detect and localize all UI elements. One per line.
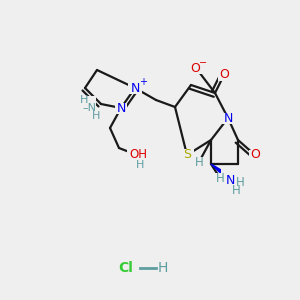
Text: Cl: Cl — [118, 261, 134, 275]
Bar — [128, 82, 142, 94]
Text: −: − — [199, 58, 207, 68]
Text: O: O — [190, 61, 200, 74]
Text: H: H — [236, 176, 244, 188]
Bar — [218, 70, 230, 80]
Text: H: H — [216, 172, 224, 184]
Text: H: H — [232, 184, 240, 196]
Bar — [221, 169, 243, 191]
Bar — [115, 103, 127, 113]
Text: H: H — [158, 261, 168, 275]
Text: N: N — [130, 82, 140, 94]
Bar — [249, 149, 261, 161]
Text: N: N — [116, 101, 126, 115]
Bar — [70, 96, 96, 118]
Text: OH: OH — [129, 148, 147, 161]
Text: H: H — [80, 95, 88, 105]
Text: S: S — [183, 148, 191, 161]
Text: +: + — [139, 77, 147, 87]
Bar — [214, 172, 226, 184]
Text: H: H — [195, 155, 203, 169]
Text: N: N — [223, 112, 233, 124]
Text: –N: –N — [82, 103, 96, 113]
Text: O: O — [219, 68, 229, 82]
Text: O: O — [250, 148, 260, 161]
Bar — [180, 149, 194, 161]
Text: H: H — [136, 160, 144, 170]
Bar — [188, 62, 204, 74]
Bar — [193, 157, 205, 167]
Text: H: H — [92, 111, 100, 121]
Bar — [222, 112, 234, 124]
Text: N: N — [225, 173, 235, 187]
Polygon shape — [211, 164, 234, 182]
Bar — [127, 149, 147, 161]
